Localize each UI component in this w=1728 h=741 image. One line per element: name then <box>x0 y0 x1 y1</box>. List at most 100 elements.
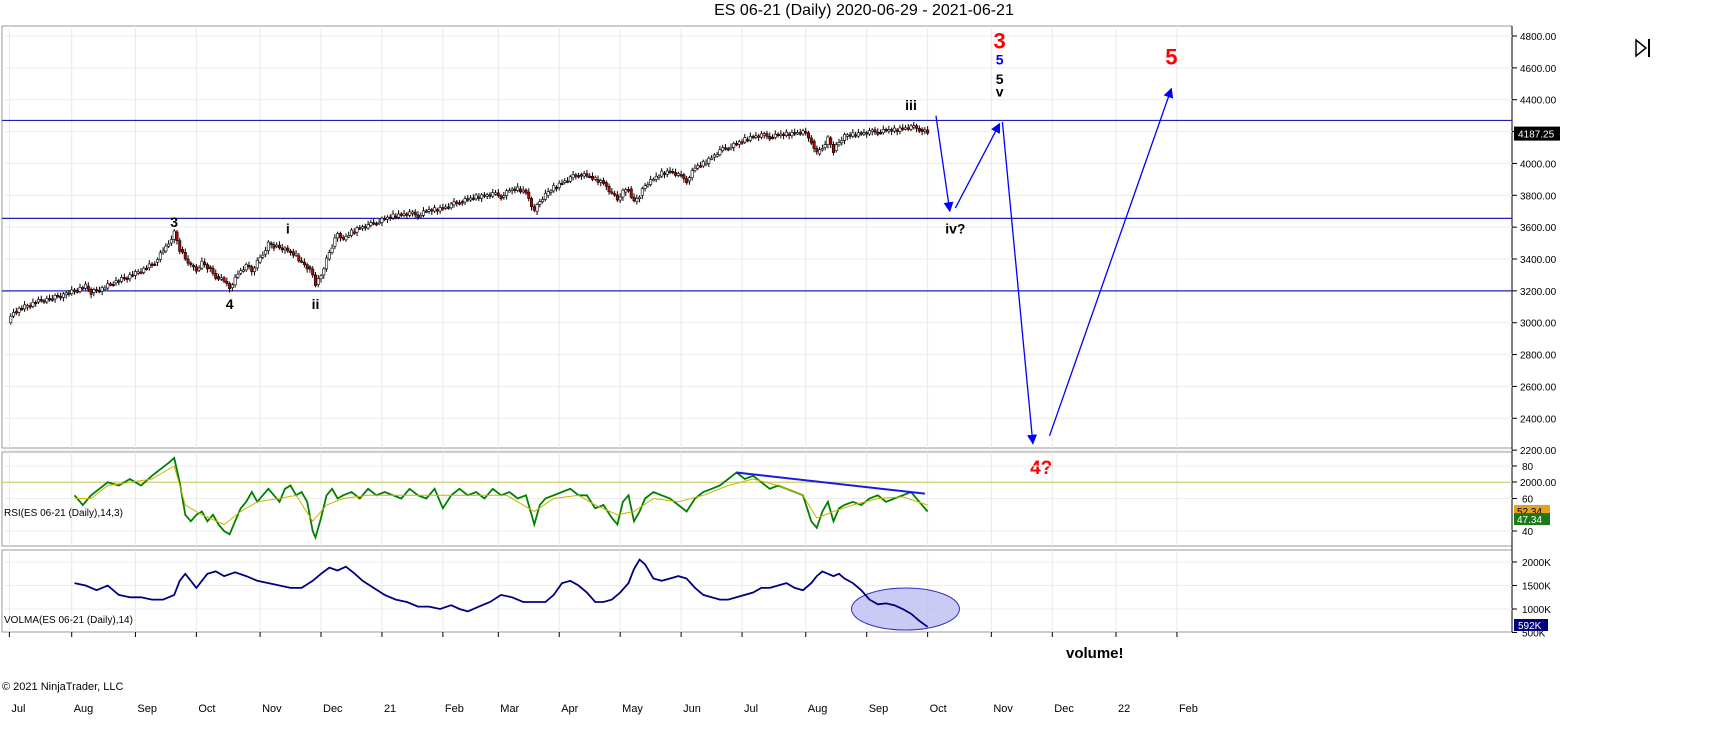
candle-body <box>818 149 822 155</box>
candle-body <box>421 210 425 216</box>
candle-body <box>286 247 290 252</box>
x-tick-label: Dec <box>1054 703 1074 715</box>
candle-body <box>862 132 866 135</box>
candle-body <box>624 189 628 193</box>
x-tick-label: Dec <box>323 703 343 715</box>
candle-body <box>704 162 708 166</box>
candle-body <box>820 148 824 151</box>
candle-body <box>463 198 467 203</box>
candle-body <box>843 134 847 141</box>
rsi-trendline <box>736 471 925 495</box>
candle-body <box>651 179 655 182</box>
candle-body <box>302 261 306 265</box>
candle-body <box>145 267 149 270</box>
candle-body <box>721 147 725 151</box>
candle-body <box>848 134 852 137</box>
candle-body <box>654 175 658 180</box>
candle-body <box>84 283 88 289</box>
price-y-tick-label: 3400.00 <box>1520 255 1557 266</box>
candle-body <box>538 201 542 205</box>
price-panel <box>1 25 1513 449</box>
candle-body <box>12 312 16 317</box>
candle-body <box>649 179 653 185</box>
candle-body <box>222 277 226 282</box>
candle-body <box>405 213 409 216</box>
candle-body <box>89 288 93 295</box>
candle-body <box>228 283 232 289</box>
candle-body <box>895 129 899 132</box>
price-y-tick-label: 2600.00 <box>1520 382 1557 393</box>
candle-body <box>867 130 871 135</box>
candle-body <box>374 223 378 226</box>
candle-body <box>710 157 714 160</box>
candle-body <box>676 173 680 176</box>
candle-body <box>668 170 672 173</box>
candle-body <box>25 305 29 308</box>
x-tick-label: Sep <box>137 703 157 715</box>
x-tick-label: Nov <box>993 703 1013 715</box>
candle-body <box>881 129 885 134</box>
candle-body <box>577 175 581 178</box>
candle-body <box>856 132 860 137</box>
candle-body <box>552 185 556 192</box>
candle-body <box>729 147 733 150</box>
candle-body <box>147 263 151 269</box>
candle-body <box>136 271 140 274</box>
candle-body <box>793 132 797 135</box>
candle-body <box>696 165 700 169</box>
candle-body <box>31 301 35 307</box>
candle-body <box>532 206 536 211</box>
candle-body <box>446 206 450 209</box>
wave-label: 3 <box>170 214 178 230</box>
rsi-average-label: 47.34 <box>1517 515 1542 526</box>
candle-body <box>294 253 298 256</box>
candle-body <box>513 188 517 191</box>
candle-body <box>859 132 863 135</box>
candle-body <box>39 299 43 302</box>
wave-label: 4 <box>226 296 234 312</box>
candle-body <box>801 130 805 135</box>
volma-y-tick-label: 1000K <box>1522 605 1551 616</box>
candle-body <box>59 296 63 299</box>
candle-body <box>17 307 21 313</box>
candle-body <box>167 243 171 247</box>
wave-label: 5 <box>996 71 1004 87</box>
candle-body <box>887 129 891 132</box>
candle-body <box>361 226 365 229</box>
candle-body <box>823 144 827 148</box>
candle-body <box>92 289 96 293</box>
candle-body <box>53 295 57 300</box>
wave-label: v <box>996 84 1004 100</box>
candle-body <box>366 224 370 229</box>
candle-body <box>851 132 855 137</box>
candle-body <box>795 132 799 135</box>
candle-body <box>458 202 462 205</box>
candle-body <box>499 195 503 200</box>
x-tick-label: Jun <box>683 703 701 715</box>
candle-body <box>643 185 647 189</box>
price-candles <box>9 121 930 325</box>
candle-body <box>150 263 154 266</box>
candle-body <box>757 135 761 138</box>
volma-y-tick-label: 2000K <box>1522 558 1551 569</box>
volma-y-tick-label: 1500K <box>1522 582 1551 593</box>
candle-body <box>305 264 309 270</box>
candle-body <box>466 198 470 201</box>
candle-body <box>845 134 849 137</box>
candle-body <box>635 198 639 202</box>
candle-body <box>870 129 874 132</box>
candle-body <box>86 285 90 290</box>
candle-body <box>156 259 160 263</box>
candle-body <box>541 199 545 202</box>
x-tick-label: Oct <box>930 703 947 715</box>
candle-body <box>876 131 880 135</box>
volma-label: VOLMA(ES 06-21 (Daily),14) <box>4 615 133 626</box>
candle-body <box>579 174 583 177</box>
candle-body <box>441 207 445 210</box>
candle-body <box>469 197 473 201</box>
candle-body <box>682 174 686 180</box>
candle-body <box>277 244 281 249</box>
candle-body <box>327 252 331 260</box>
candle-body <box>114 280 118 284</box>
